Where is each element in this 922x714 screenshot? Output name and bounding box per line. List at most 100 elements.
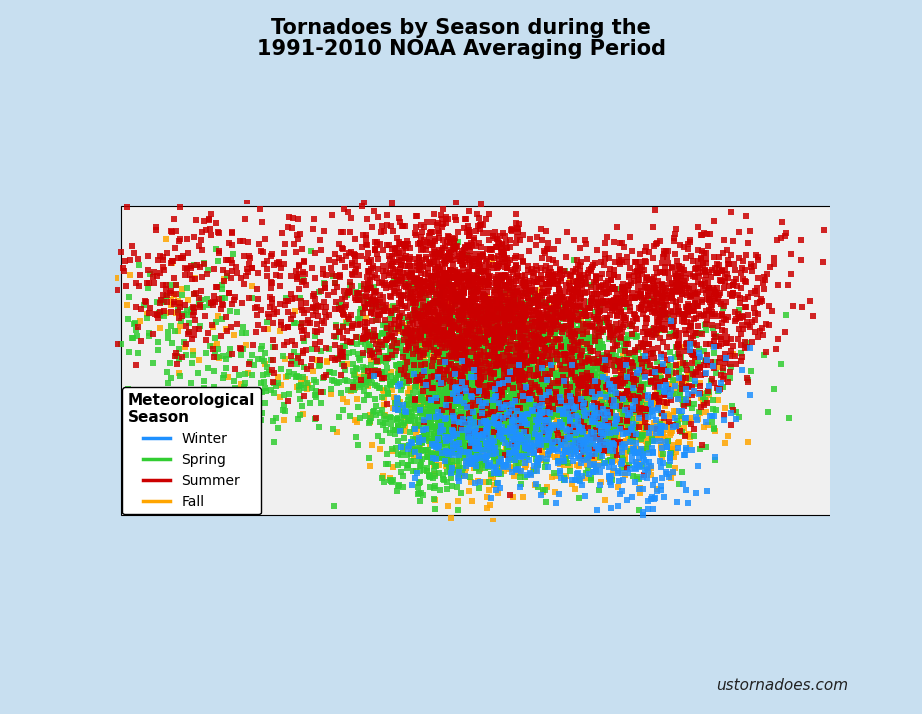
Point xyxy=(280,221,295,233)
Point xyxy=(481,438,496,449)
Point xyxy=(477,386,491,397)
Point xyxy=(291,283,306,295)
Point xyxy=(514,347,528,358)
Point xyxy=(229,261,243,273)
Point xyxy=(159,291,173,302)
Point xyxy=(441,213,455,224)
Point xyxy=(605,471,620,482)
Point xyxy=(328,278,343,289)
Point xyxy=(514,365,528,376)
Point xyxy=(452,347,467,358)
Point xyxy=(668,248,683,260)
Point xyxy=(638,346,653,357)
Point xyxy=(705,360,720,371)
Point xyxy=(473,403,488,415)
Point xyxy=(539,375,554,386)
Point xyxy=(651,363,666,375)
Point xyxy=(546,313,561,325)
Point xyxy=(554,410,569,421)
Point xyxy=(390,341,405,353)
Point xyxy=(560,441,574,453)
Point xyxy=(409,211,424,222)
Point xyxy=(490,424,504,436)
Point xyxy=(572,323,586,335)
Point xyxy=(519,356,534,368)
Point xyxy=(475,368,490,379)
Point xyxy=(512,414,526,426)
Point xyxy=(463,367,478,378)
Point xyxy=(477,412,491,423)
Point xyxy=(668,351,682,363)
Point xyxy=(541,341,556,353)
Point xyxy=(580,412,595,423)
Point xyxy=(487,387,502,398)
Point xyxy=(443,377,458,388)
Point xyxy=(495,256,510,268)
Point xyxy=(505,438,520,449)
Point xyxy=(614,358,629,370)
Point xyxy=(681,300,696,311)
Point xyxy=(525,344,539,356)
Point xyxy=(654,416,668,427)
Point xyxy=(589,416,604,427)
Point xyxy=(442,450,456,461)
Point xyxy=(471,392,486,403)
Point xyxy=(670,278,685,290)
Point xyxy=(433,438,448,450)
Point xyxy=(621,372,635,383)
Point xyxy=(723,206,738,218)
Point xyxy=(599,313,614,324)
Point xyxy=(495,421,510,433)
Point xyxy=(601,461,616,473)
Point xyxy=(650,267,665,278)
Point xyxy=(491,376,506,388)
Point xyxy=(426,324,441,336)
Point xyxy=(437,376,452,387)
Point xyxy=(534,353,549,364)
Point xyxy=(484,366,499,378)
Point xyxy=(550,407,564,418)
Point xyxy=(566,393,581,405)
Point xyxy=(701,240,715,251)
Point xyxy=(329,281,344,292)
Point xyxy=(566,307,581,318)
Point xyxy=(443,364,458,376)
Point xyxy=(456,298,471,310)
Point xyxy=(542,276,557,288)
Point xyxy=(434,334,449,346)
Point xyxy=(466,336,480,348)
Point xyxy=(607,361,621,372)
Point xyxy=(266,376,280,388)
Point xyxy=(351,401,366,413)
Point xyxy=(143,268,158,280)
Point xyxy=(349,363,364,375)
Point xyxy=(515,310,530,321)
Point xyxy=(500,366,514,378)
Point xyxy=(216,370,230,381)
Point xyxy=(465,433,479,445)
Point xyxy=(464,452,479,463)
Point xyxy=(506,415,521,426)
Point xyxy=(566,363,581,375)
Point xyxy=(672,327,687,338)
Point xyxy=(360,213,374,225)
Point xyxy=(644,293,659,304)
Point xyxy=(156,306,171,317)
Point xyxy=(444,350,459,361)
Point xyxy=(665,278,680,289)
Point xyxy=(485,413,500,424)
Point xyxy=(475,445,490,456)
Point xyxy=(457,334,472,346)
Point xyxy=(442,231,456,243)
Point xyxy=(441,432,455,443)
Point xyxy=(396,376,410,388)
Point xyxy=(455,248,469,260)
Point xyxy=(456,431,471,442)
Point xyxy=(336,321,350,332)
Point xyxy=(505,388,520,399)
Point xyxy=(567,446,582,458)
Point xyxy=(475,403,490,414)
Point xyxy=(502,340,517,351)
Point xyxy=(408,418,422,429)
Point xyxy=(463,422,478,433)
